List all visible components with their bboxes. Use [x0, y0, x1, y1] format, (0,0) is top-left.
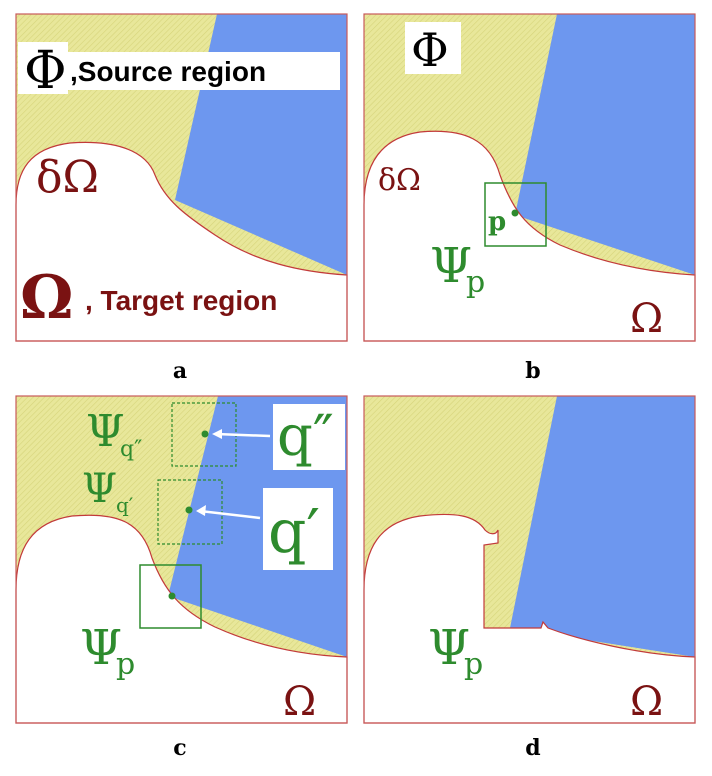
delta-omega-label-b: δΩ: [378, 163, 421, 198]
panel-b: Φ δΩ p Ψ p Ω: [363, 13, 696, 342]
delta-omega-label-a: δΩ: [36, 152, 99, 203]
panel-border-d: [363, 395, 696, 724]
point-p-c: [168, 592, 176, 600]
caption-a: a: [173, 358, 187, 384]
psi-q2-symbol: Ψ: [86, 406, 125, 457]
patch-psi-q1: [157, 479, 223, 545]
q1-label: q′: [268, 497, 320, 567]
panel-border-a: [15, 13, 348, 342]
p-label-b: p: [488, 207, 506, 237]
patch-psi-p-c: [139, 564, 202, 629]
phi-symbol-b: Φ: [411, 23, 449, 77]
psi-q1-symbol: Ψ: [82, 466, 117, 512]
arrow-q1: [199, 509, 261, 520]
panel-d: Ψ p Ω: [363, 395, 696, 725]
psi-p-symbol-c: Ψ: [80, 620, 122, 676]
omega-symbol-a: Ω: [20, 263, 73, 333]
patch-psi-p-b: [484, 182, 547, 247]
psi-p-sub-c: p: [116, 647, 135, 682]
omega-symbol-b: Ω: [630, 296, 663, 342]
phi-label-bg-a: [18, 42, 68, 94]
caption-c: c: [173, 735, 186, 761]
panel-a: Φ ,Source region δΩ Ω , Target region: [15, 13, 348, 342]
psi-symbol-b: Ψ: [430, 238, 472, 294]
target-region-c: [15, 514, 348, 724]
target-region-b: [363, 130, 696, 342]
psi-q2-sub: q″: [120, 437, 142, 462]
blue-region-d: [510, 396, 695, 657]
psi-symbol-d: Ψ: [428, 620, 470, 676]
omega-symbol-d: Ω: [630, 679, 663, 725]
psi-q1-sub: q′: [116, 493, 134, 517]
psi-q2-label-bg: [84, 404, 170, 456]
source-label-bg-a: [68, 52, 340, 90]
target-region-a: [15, 141, 348, 342]
q2-label: q″: [277, 404, 334, 469]
caption-b: b: [525, 358, 540, 384]
caption-d: d: [525, 735, 540, 761]
psi-sub-d: p: [464, 647, 483, 682]
source-region-label: ,Source region: [70, 56, 266, 87]
point-q2: [201, 430, 209, 438]
q2-label-bg: [273, 404, 345, 470]
phi-label-bg-b: [405, 22, 461, 74]
phi-symbol-a: Φ: [24, 41, 67, 101]
panel-c: q″ Ψ q″ q′ Ψ q′ Ψ p Ω: [15, 395, 348, 725]
panel-border-b: [363, 13, 696, 342]
q1-label-bg: [263, 488, 333, 570]
psi-sub-b: p: [466, 265, 485, 300]
arrow-head-q2: [212, 429, 222, 439]
arrow-q2: [215, 432, 271, 438]
arrow-head-q1: [196, 505, 206, 516]
target-region-d: [363, 513, 696, 724]
point-q1: [185, 506, 193, 514]
target-region-label: , Target region: [85, 285, 277, 316]
blue-region-b: [515, 14, 695, 275]
point-p-b: [511, 209, 519, 217]
panel-border-c: [15, 395, 348, 724]
omega-symbol-c: Ω: [283, 679, 316, 725]
